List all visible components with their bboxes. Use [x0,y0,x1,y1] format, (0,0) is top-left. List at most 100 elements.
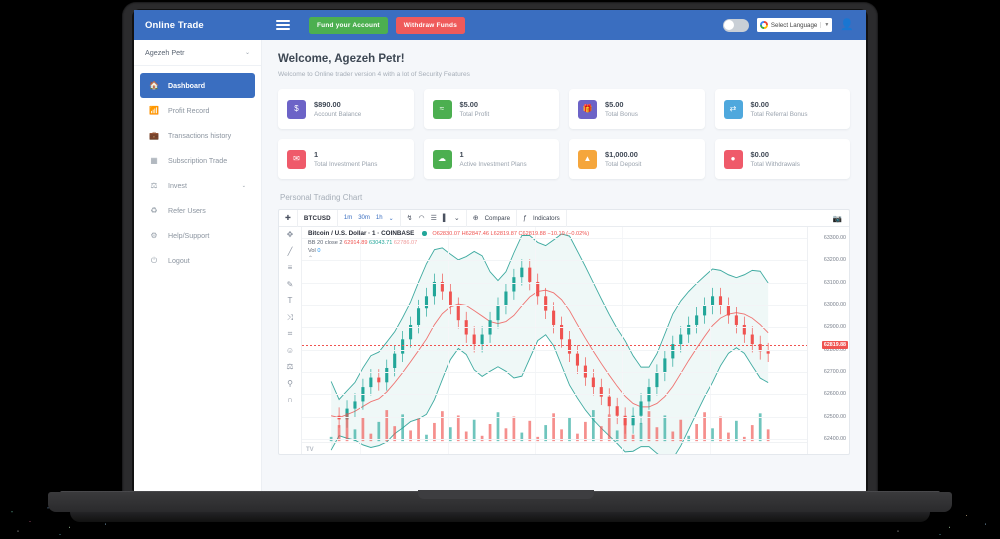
chart-legend-ohlc: O62830.07 H62847.46 L62819.87 C62819.88 … [432,231,590,237]
current-price-badge: 62819.88 [821,341,848,350]
emoji-icon[interactable]: ☺ [285,345,295,355]
stat-card-value: $0.00 [750,149,770,159]
horizontal-lines-icon[interactable]: ≡ [287,263,293,272]
sidebar-item-label: Logout [168,256,190,265]
volume-icon[interactable]: ▌ [442,214,448,222]
stat-card[interactable]: ≈ $5.00 Total Profit [423,89,559,129]
sidebar-item-invest[interactable]: ⚖ Invest ⌄ [140,173,255,198]
sidebar-item-label: Subscription Trade [168,156,228,165]
chart-symbol-button[interactable]: BTCUSD [298,210,338,227]
stat-card-icon: ⇄ [723,99,743,119]
chart-crosshair-tool[interactable]: ✚ [279,210,298,227]
fund-account-button[interactable]: Fund your Account [309,16,388,34]
chart-legend-bb: BB 20 close 2 62914.89 63043.71 62786.07 [308,240,589,246]
chart-plot-area[interactable]: Bitcoin / U.S. Dollar · 1 · COINBASE O62… [302,227,807,454]
patterns-icon[interactable]: ⌗ [287,329,293,338]
sidebar-item-label: Refer Users [168,206,206,215]
gridline-vertical [535,227,537,454]
sidebar-item-profit-record[interactable]: 📶 Profit Record [140,98,255,123]
sidebar-item-refer-users[interactable]: ♻ Refer Users [140,198,255,223]
sidebar-item-help-support[interactable]: ⚙ Help/Support [140,223,255,248]
price-axis-tick: 62900.00 [823,324,846,331]
chart-symbol-label: BTCUSD [303,214,331,222]
style-chevron-down-icon[interactable]: ⌄ [453,215,460,222]
ruler-icon[interactable]: ⚖ [286,362,294,371]
sidebar-item-dashboard[interactable]: 🏠 Dashboard [140,73,255,98]
crosshair-icon[interactable]: ✥ [286,230,294,239]
volume-value: 0 [317,247,321,254]
refer-users-icon: ♻ [150,205,158,215]
magnet-icon[interactable]: ∩ [287,395,293,404]
stat-card-text: $890.00 Account Balance [314,100,361,119]
chart-toolbar: ✚ BTCUSD 1m 30m 1h ⌄ ↯ ◠ ☰ ▌ [279,210,849,227]
page-subtitle: Welcome to Online trader version 4 with … [278,71,470,78]
interval-1m[interactable]: 1m [343,215,353,221]
chart-legend-title: Bitcoin / U.S. Dollar · 1 · COINBASE [308,230,415,237]
gridline-vertical [447,227,449,454]
stat-card-value: $890.00 [314,99,341,109]
gridline-horizontal [302,372,807,374]
theme-toggle-switch[interactable] [722,18,749,32]
current-price-line [302,345,807,347]
hamburger-icon[interactable] [276,17,290,32]
gridline-horizontal [302,439,807,440]
stat-card-icon: ☁ [432,149,452,169]
profit-record-icon: 📶 [149,105,159,115]
price-axis-tick: 63300.00 [823,235,846,242]
price-axis-tick: 63100.00 [823,279,846,286]
trend-line-icon[interactable]: ╱ [287,246,293,256]
language-select[interactable]: Select Language ▼ [756,18,833,32]
chart-time-axis[interactable] [302,442,807,454]
brush-icon[interactable]: ✎ [286,279,294,289]
gridline-horizontal [302,260,807,262]
zoom-icon[interactable]: ⚲ [287,378,293,388]
candle-style-icon[interactable]: ↯ [406,215,413,222]
app-header: Online Trade Fund your Account Withdraw … [134,10,866,40]
text-icon[interactable]: T [287,296,293,305]
stat-card-icon: $ [287,99,306,119]
trading-chart-widget: ✚ BTCUSD 1m 30m 1h ⌄ ↯ ◠ ☰ ▌ [278,209,850,455]
price-axis[interactable]: 63300.00 63200.00 63100.00 63000.00 62900.00… [807,227,849,454]
sidebar-item-logout[interactable]: ⏻ Logout [140,248,255,273]
bar-style-icon[interactable]: ☰ [430,215,437,222]
sidebar-user-dropdown[interactable]: Agezeh Petr ⌄ [134,40,261,66]
chevron-down-icon: ⌄ [241,182,246,189]
sidebar-item-subscription-trade[interactable]: ▦ Subscription Trade [140,148,255,173]
chevron-down-icon: ▼ [820,22,829,28]
legend-collapse-icon[interactable]: ⌃ [308,255,314,262]
stat-card[interactable]: 🎁 $5.00 Total Bonus [569,89,705,129]
tradingview-watermark: TV [306,447,314,453]
sidebar-item-transactions-history[interactable]: 💼 Transactions history [140,123,255,148]
measure-icon[interactable]: ⤨ [286,312,294,322]
chart-indicators-button[interactable]: ƒ Indicators [517,210,567,227]
camera-icon[interactable]: 📷 [832,213,842,223]
chart-compare-button[interactable]: ⊕ Compare [467,210,518,227]
interval-1h[interactable]: 1h [375,215,383,221]
chart-body: ✥ ╱ ≡ ✎ T ⤨ ⌗ ☺ ⚖ ⚲ ∩ Bitcoin / U.S. Dollar · 1 · … [279,227,849,454]
user-icon[interactable]: 👤 [840,18,854,31]
stat-card[interactable]: ✉ 1 Total Investment Plans [278,139,414,179]
sidebar-item-label: Help/Support [168,231,210,240]
interval-chevron-down-icon[interactable]: ⌄ [388,215,394,222]
main-content: Welcome, Agezeh Petr! Welcome to Online … [262,40,866,492]
stat-card[interactable]: ⇄ $0.00 Total Referral Bonus [714,89,850,129]
indicator-template-icon[interactable]: ◠ [418,215,425,222]
stat-card-value: 1 [459,149,464,159]
dashboard-icon: 🏠 [149,80,159,90]
stat-card[interactable]: ☁ 1 Active Investment Plans [423,139,559,179]
chart-legend-volume: Vol 0 [308,248,589,254]
gridline-vertical [360,227,362,454]
brand-logo[interactable]: Online Trade [134,10,262,40]
stat-card[interactable]: ▲ $1,000.00 Total Deposit [569,139,705,179]
stat-card-label: Total Profit [459,111,490,119]
stat-card[interactable]: $ $890.00 Account Balance [278,89,414,129]
header-right-group: Select Language ▼ 👤 [722,18,866,32]
price-axis-tick: 62400.00 [823,436,846,442]
gridline-horizontal [302,327,807,329]
stat-card[interactable]: ● $0.00 Total Withdrawals [714,139,850,179]
stat-card-text: 1 Total Investment Plans [314,150,377,169]
interval-30m[interactable]: 30m [358,215,370,221]
stat-card-text: $5.00 Total Bonus [605,100,638,119]
withdraw-funds-button[interactable]: Withdraw Funds [395,16,466,34]
sidebar: Agezeh Petr ⌄ 🏠 Dashboard 📶 Profit Record 💼 T… [134,40,262,492]
